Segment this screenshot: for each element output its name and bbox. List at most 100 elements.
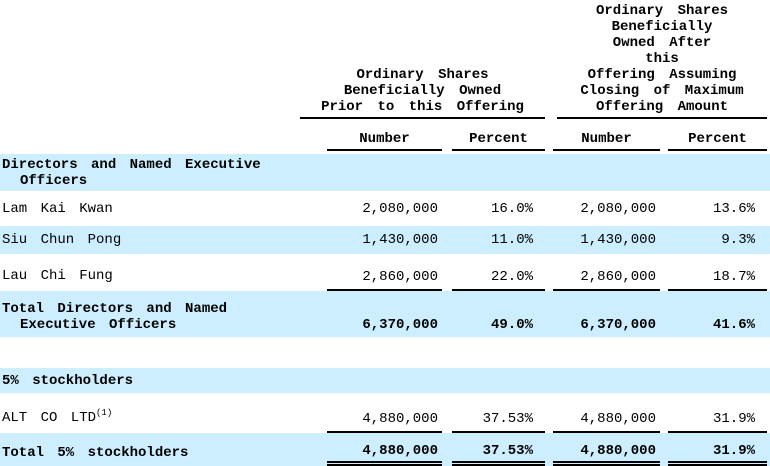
total-number-prior-value: 4,880,000 <box>327 443 442 466</box>
total-percent-after-value: 41.6% <box>713 317 756 333</box>
stockholder-row-lau-chi-fung: Lau Chi Fung 2,860,000 22.0% 2,860,000 1… <box>0 254 770 291</box>
shares-percent-prior: 22.0% <box>447 254 547 291</box>
stockholder-name-text: ALT CO LTD <box>2 410 97 426</box>
shares-number-prior-value: 2,080,000 <box>362 200 438 217</box>
section-heading-line: Directors and Named Executive <box>2 156 261 173</box>
section-heading-line: Officers <box>20 172 88 189</box>
shares-percent-after: 9.3% <box>662 226 770 254</box>
header-line: Ordinary Shares <box>595 3 729 19</box>
shares-percent-prior-value: 22.0% <box>452 269 545 291</box>
stockholder-name: ALT CO LTD(1) <box>0 393 300 433</box>
stockholder-row-lam-kai-kwan: Lam Kai Kwan 2,080,000 16.0% 2,080,000 1… <box>0 191 770 226</box>
shares-number-prior-value: 2,860,000 <box>327 269 442 291</box>
total-label-line: Executive Officers <box>20 317 177 333</box>
shares-number-after: 1,430,000 <box>547 226 662 254</box>
shares-percent-after: 31.9% <box>662 393 770 433</box>
total-percent-prior: 37.53% <box>447 433 547 466</box>
total-percent-after: 31.9% <box>662 433 770 466</box>
shares-number-prior: 2,080,000 <box>300 191 447 226</box>
shares-number-after: 2,080,000 <box>547 191 662 226</box>
shares-number-after-value: 1,430,000 <box>580 232 656 248</box>
subheader-number-after-label: Number <box>553 131 660 151</box>
total-stockholders-row: Total 5% stockholders 4,880,000 37.53% 4… <box>0 433 770 466</box>
shares-number-after: 2,860,000 <box>547 254 662 291</box>
subheader-percent-prior: Percent <box>447 119 547 153</box>
footnote-marker: (1) <box>96 408 113 418</box>
total-percent-prior-value: 37.53% <box>452 443 545 466</box>
shares-number-after-value: 2,860,000 <box>553 269 660 291</box>
stockholder-name: Lau Chi Fung <box>2 268 113 284</box>
shares-percent-prior: 11.0% <box>447 226 547 254</box>
shares-number-after: 4,880,000 <box>547 393 662 433</box>
spacer <box>0 337 770 368</box>
shares-percent-prior: 16.0% <box>447 191 547 226</box>
subheader-percent-prior-label: Percent <box>452 131 545 151</box>
total-number-after-value: 4,880,000 <box>553 443 660 466</box>
shares-number-prior: 2,860,000 <box>300 254 447 291</box>
total-number-prior: 6,370,000 <box>300 291 447 337</box>
shares-percent-after: 18.7% <box>662 254 770 291</box>
total-stockholders-label: Total 5% stockholders <box>0 433 300 466</box>
shares-number-after-value: 2,080,000 <box>580 200 656 217</box>
subheader-number-after: Number <box>547 119 662 153</box>
header-line: Offering Amount <box>595 99 729 115</box>
shares-number-after-value: 4,880,000 <box>553 411 660 433</box>
header-line: Closing of Maximum <box>580 83 744 99</box>
subheader-number-prior: Number <box>300 119 447 153</box>
total-number-prior: 4,880,000 <box>300 433 447 466</box>
header-line: this <box>645 51 679 67</box>
total-number-after-value: 6,370,000 <box>580 317 656 333</box>
subheader-row: Number Percent Number Percent <box>0 119 770 153</box>
shares-percent-after-value: 18.7% <box>668 269 768 291</box>
column-group-after-offering-label: Ordinary Shares Beneficially Owned After… <box>557 3 768 119</box>
stockholder-name: Siu Chun Pong <box>0 226 300 254</box>
section-heading-line: 5% stockholders <box>2 372 134 389</box>
column-group-after-offering: Ordinary Shares Beneficially Owned After… <box>547 0 770 119</box>
stockholder-name: Lam Kai Kwan <box>2 200 113 217</box>
total-label-line: Total 5% stockholders <box>2 445 189 461</box>
total-directors-label: Total Directors and Named Executive Offi… <box>0 291 300 337</box>
column-group-prior-offering: Ordinary Shares Beneficially Owned Prior… <box>300 0 547 119</box>
shares-number-prior: 4,880,000 <box>300 393 447 433</box>
total-number-prior-value: 6,370,000 <box>362 317 438 333</box>
stockholder-row-alt-co-ltd: ALT CO LTD(1) 4,880,000 37.53% 4,880,000… <box>0 393 770 433</box>
header-line: Beneficially Owned <box>343 83 502 99</box>
stockholder-row-siu-chun-pong: Siu Chun Pong 1,430,000 11.0% 1,430,000 … <box>0 226 770 254</box>
shares-number-prior-value: 4,880,000 <box>327 411 442 433</box>
header-line: Prior to this Offering <box>321 99 524 115</box>
spacer-row <box>0 337 770 368</box>
total-percent-after-value: 31.9% <box>668 443 768 466</box>
header-line: Ordinary Shares <box>356 67 489 83</box>
header-line: Owned After <box>612 35 712 51</box>
shares-percent-after: 13.6% <box>662 191 770 226</box>
shares-percent-prior-value: 16.0% <box>490 200 533 217</box>
subheader-number-prior-label: Number <box>327 131 442 151</box>
total-label-line: Total Directors and Named <box>2 301 228 317</box>
section-heading-row-directors: Directors and Named Executive Officers <box>0 151 770 191</box>
column-group-header-row: Ordinary Shares Beneficially Owned Prior… <box>0 0 770 119</box>
subheader-percent-after: Percent <box>662 119 770 153</box>
shares-percent-after-value: 9.3% <box>721 232 756 248</box>
shares-number-prior: 1,430,000 <box>300 226 447 254</box>
subheader-spacer <box>0 119 300 153</box>
total-number-after: 6,370,000 <box>547 291 662 337</box>
header-spacer <box>0 0 300 119</box>
total-directors-row: Total Directors and Named Executive Offi… <box>0 291 770 337</box>
section-heading-directors: Directors and Named Executive Officers <box>0 151 770 191</box>
total-percent-after: 41.6% <box>662 291 770 337</box>
header-line: Offering Assuming <box>587 67 737 83</box>
section-heading-stockholders: 5% stockholders <box>0 368 770 393</box>
shares-percent-after-value: 13.6% <box>713 200 756 217</box>
shares-number-prior-value: 1,430,000 <box>362 232 438 248</box>
total-number-after: 4,880,000 <box>547 433 662 466</box>
column-group-prior-offering-label: Ordinary Shares Beneficially Owned Prior… <box>300 67 545 119</box>
shares-percent-prior: 37.53% <box>447 393 547 433</box>
shares-percent-prior-value: 37.53% <box>452 411 545 433</box>
header-line: Beneficially <box>611 19 713 35</box>
section-heading-row-stockholders: 5% stockholders <box>0 368 770 393</box>
subheader-percent-after-label: Percent <box>668 131 768 151</box>
shares-percent-after-value: 31.9% <box>668 411 768 433</box>
total-percent-prior-value: 49.0% <box>490 317 533 333</box>
shares-percent-prior-value: 11.0% <box>490 232 533 248</box>
